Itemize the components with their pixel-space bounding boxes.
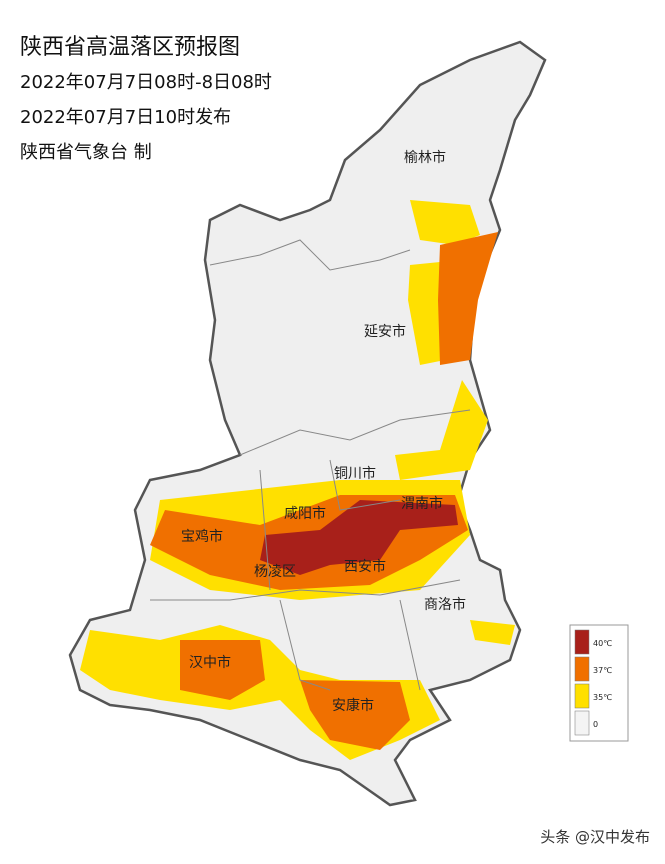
city-label: 渭南市 <box>401 495 443 512</box>
header: 陕西省高温落区预报图 <box>20 35 240 60</box>
legend-swatch <box>574 710 590 736</box>
header-line: 陕西省气象台 制 <box>20 142 152 163</box>
city-label: 咸阳市 <box>284 505 326 522</box>
legend-label: 35℃ <box>593 693 612 702</box>
title: 陕西省高温落区预报图 <box>20 35 240 60</box>
legend-swatch <box>574 683 590 709</box>
header-line: 2022年07月7日08时-8日08时 <box>20 72 272 93</box>
city-label: 榆林市 <box>404 149 446 166</box>
boundaries <box>150 239 471 691</box>
city-label: 商洛市 <box>424 596 466 613</box>
city-label: 杨凌区 <box>254 564 296 580</box>
watermark: 头条 @汉中发布 <box>540 828 650 846</box>
legend-label: 0 <box>593 720 598 729</box>
city-label: 延安市 <box>364 323 406 340</box>
city-label: 西安市 <box>344 558 386 575</box>
legend-swatch <box>574 656 590 682</box>
city-label: 宝鸡市 <box>181 528 223 545</box>
legend-label: 40℃ <box>593 639 612 648</box>
legend-label: 37℃ <box>593 666 612 675</box>
legend-swatch <box>574 629 590 655</box>
heat-zones <box>80 200 515 760</box>
city-label: 安康市 <box>332 697 374 714</box>
header-line: 2022年07月7日10时发布 <box>20 107 231 128</box>
city-label: 汉中市 <box>189 654 231 671</box>
city-label: 铜川市 <box>334 465 376 482</box>
